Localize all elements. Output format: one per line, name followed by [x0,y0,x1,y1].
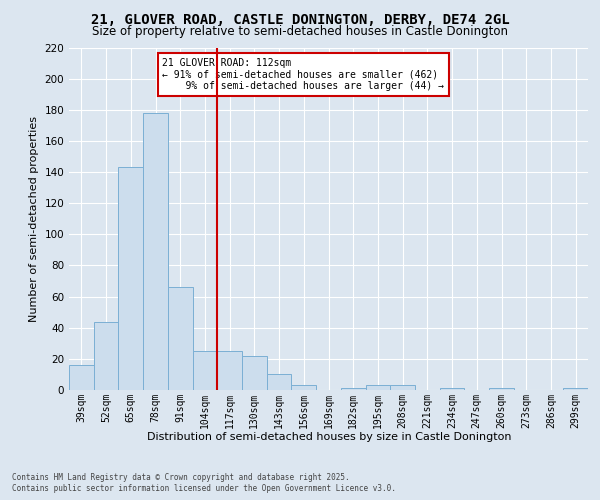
Text: 21, GLOVER ROAD, CASTLE DONINGTON, DERBY, DE74 2GL: 21, GLOVER ROAD, CASTLE DONINGTON, DERBY… [91,12,509,26]
Text: Distribution of semi-detached houses by size in Castle Donington: Distribution of semi-detached houses by … [146,432,511,442]
Bar [440,388,464,390]
Text: Size of property relative to semi-detached houses in Castle Donington: Size of property relative to semi-detach… [92,25,508,38]
Bar [292,386,316,390]
Bar [563,388,588,390]
Bar [365,386,390,390]
Bar [217,351,242,390]
Bar [489,388,514,390]
Bar [143,113,168,390]
Bar [267,374,292,390]
Bar [69,365,94,390]
Bar [168,287,193,390]
Bar [341,388,365,390]
Bar [94,322,118,390]
Bar [242,356,267,390]
Text: 21 GLOVER ROAD: 112sqm
← 91% of semi-detached houses are smaller (462)
    9% of: 21 GLOVER ROAD: 112sqm ← 91% of semi-det… [163,58,445,91]
Text: Contains HM Land Registry data © Crown copyright and database right 2025.: Contains HM Land Registry data © Crown c… [12,472,350,482]
Y-axis label: Number of semi-detached properties: Number of semi-detached properties [29,116,39,322]
Text: Contains public sector information licensed under the Open Government Licence v3: Contains public sector information licen… [12,484,396,493]
Bar [193,351,217,390]
Bar [118,168,143,390]
Bar [390,386,415,390]
